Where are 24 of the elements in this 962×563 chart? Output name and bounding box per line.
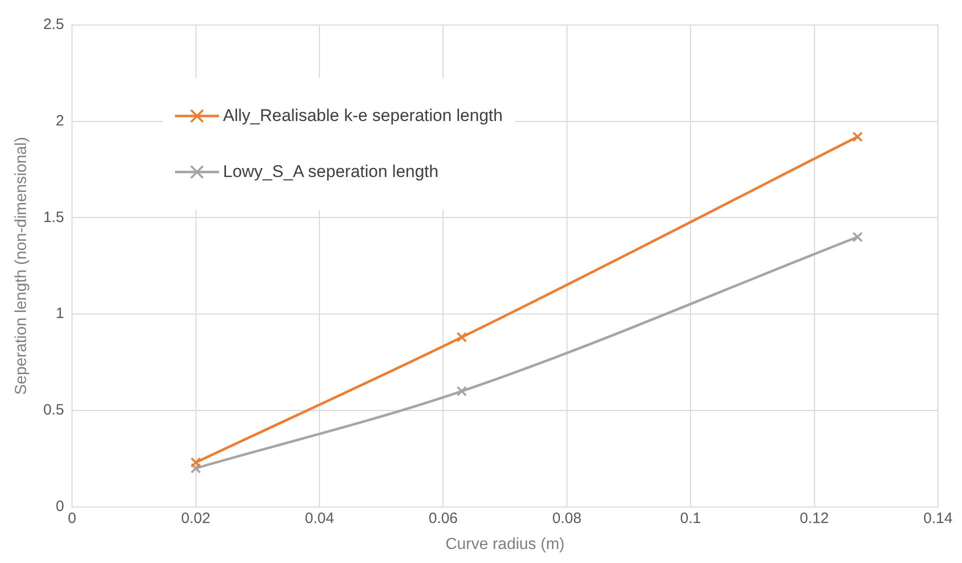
y-axis-title: Seperation length (non-dimensional)	[13, 136, 30, 395]
x-tick-label: 0.02	[181, 510, 210, 527]
point	[456, 386, 467, 396]
point	[852, 132, 863, 142]
legend-label: Ally_Realisable k-e seperation length	[223, 106, 503, 126]
y-tick-label: 2.5	[43, 16, 64, 34]
y-tick-label: 0	[56, 498, 64, 515]
x-axis-title: Curve radius (m)	[445, 536, 565, 553]
y-tick-label: 1.5	[43, 208, 64, 226]
y-tick-label: 2	[56, 112, 64, 130]
x-tick-label: 0.08	[552, 510, 582, 527]
point	[456, 332, 467, 342]
x-tick-label: 0.14	[923, 510, 953, 527]
point	[190, 457, 201, 468]
y-tick-label: 0.5	[43, 402, 64, 419]
x-tick-label: 0	[68, 510, 76, 527]
point	[190, 463, 201, 474]
x-tick-label: 0.04	[304, 510, 334, 527]
y-tick-label: 1	[56, 305, 64, 322]
point	[852, 232, 863, 242]
x-tick-label: 0.1	[680, 510, 702, 527]
x-tick-label: 0.06	[428, 510, 458, 527]
legend-label: Lowy_S_A seperation length	[223, 162, 438, 182]
x-tick-label: 0.12	[800, 510, 829, 527]
